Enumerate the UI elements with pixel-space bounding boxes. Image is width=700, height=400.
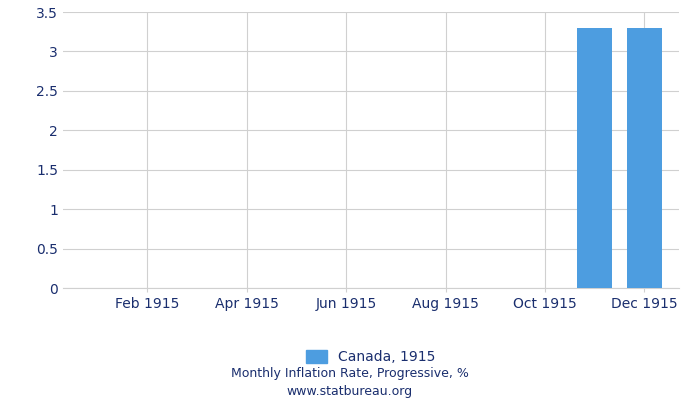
Bar xyxy=(578,28,612,288)
Legend: Canada, 1915: Canada, 1915 xyxy=(301,345,441,370)
Text: www.statbureau.org: www.statbureau.org xyxy=(287,386,413,398)
Text: Monthly Inflation Rate, Progressive, %: Monthly Inflation Rate, Progressive, % xyxy=(231,368,469,380)
Bar xyxy=(626,28,662,288)
